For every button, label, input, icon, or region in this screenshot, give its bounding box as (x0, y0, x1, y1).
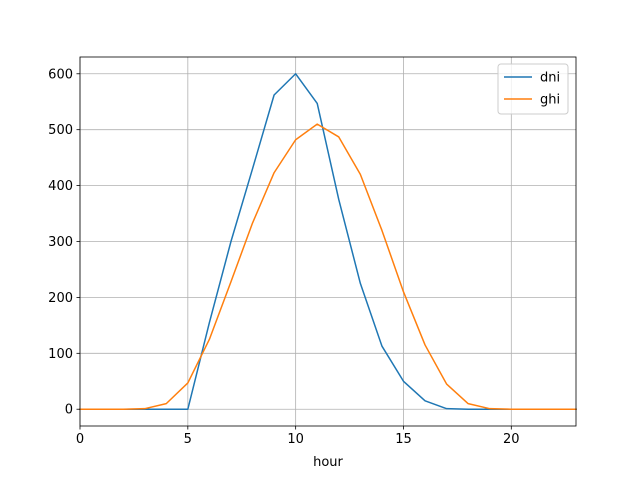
y-tick-label: 200 (48, 291, 73, 306)
x-tick-label: 10 (287, 432, 304, 447)
y-tick-label: 500 (48, 123, 73, 138)
legend-label-dni: dni (540, 71, 560, 86)
x-axis-label: hour (313, 455, 343, 470)
y-tick-label: 100 (48, 347, 73, 362)
x-tick-label: 5 (184, 432, 192, 447)
series-lines (79, 73, 577, 410)
x-tick-label: 20 (503, 432, 520, 447)
y-tick-label: 600 (48, 67, 73, 82)
x-tick-label: 0 (76, 432, 84, 447)
y-tick-label: 300 (48, 235, 73, 250)
legend: dni ghi (497, 63, 569, 115)
y-tick-label: 0 (65, 403, 73, 418)
y-tick-label: 400 (48, 179, 73, 194)
series-line-ghi (79, 123, 577, 410)
legend-label-ghi: ghi (540, 93, 560, 108)
x-tick-label: 15 (395, 432, 412, 447)
